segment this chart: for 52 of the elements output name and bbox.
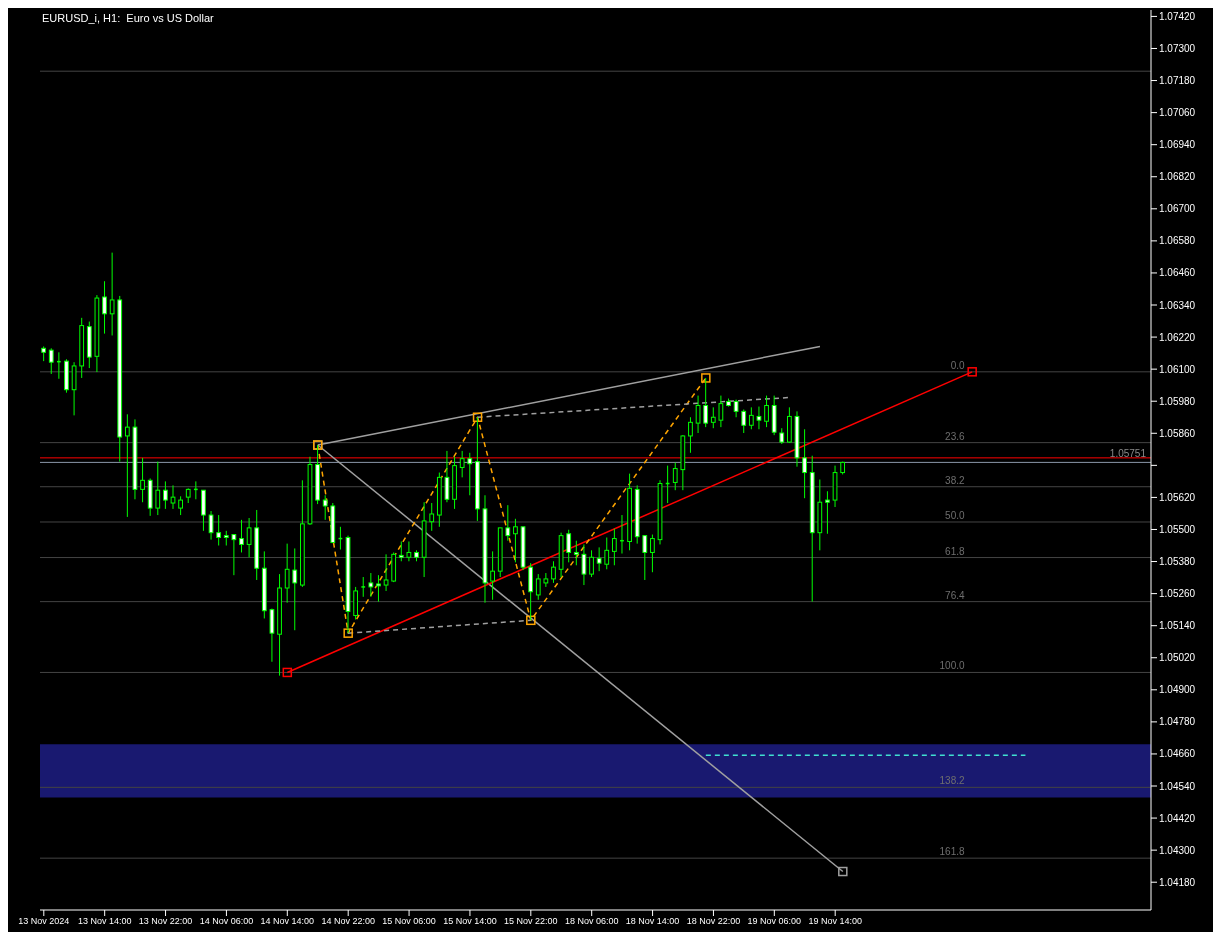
y-tick-label: 1.06820 (1159, 171, 1196, 183)
x-tick-label: 19 Nov 06:00 (747, 916, 802, 927)
x-tick-label: 14 Nov 06:00 (199, 916, 254, 927)
annotation: 138.2 (939, 775, 965, 787)
y-tick-label: 1.06700 (1159, 203, 1196, 215)
y-tick-label: 1.05260 (1159, 588, 1196, 600)
annotation: 0.0 (950, 359, 965, 371)
y-tick-label: 1.05380 (1159, 556, 1196, 568)
y-tick-label: 1.05980 (1159, 395, 1196, 407)
y-tick-label: 1.06100 (1159, 363, 1196, 375)
y-tick-label: 1.06220 (1159, 331, 1196, 343)
x-tick-label: 18 Nov 22:00 (686, 916, 741, 927)
y-tick-label: 1.04900 (1159, 684, 1196, 696)
x-tick-label: 14 Nov 22:00 (321, 916, 375, 927)
y-tick-label: 1.05020 (1159, 652, 1196, 664)
y-tick-label: 1.07300 (1159, 43, 1196, 55)
annotation: 161.8 (939, 846, 965, 858)
x-tick-label: 15 Nov 14:00 (443, 916, 497, 927)
x-tick-label: 19 Nov 14:00 (808, 916, 862, 927)
x-tick-label: 15 Nov 22:00 (504, 916, 558, 927)
x-tick-label: 13 Nov 14:00 (77, 916, 132, 927)
x-tick-label: 14 Nov 14:00 (260, 916, 315, 927)
y-tick-label: 1.06340 (1159, 299, 1196, 311)
annotation: 50.0 (945, 510, 965, 521)
y-tick-label: 1.04300 (1159, 844, 1196, 856)
annotation: 76.4 (945, 589, 965, 601)
x-tick-label: 18 Nov 06:00 (564, 916, 619, 927)
y-tick-label: 1.04660 (1159, 748, 1196, 760)
y-tick-label: 1.04180 (1159, 876, 1196, 888)
y-tick-label: 1.04780 (1159, 716, 1196, 728)
annotation: 100.0 (939, 660, 965, 672)
y-tick-label: 1.05140 (1159, 620, 1196, 632)
y-tick-label: 1.05860 (1159, 427, 1196, 439)
ref-line-label: 1.05751 (1109, 448, 1147, 460)
y-tick-label: 1.04420 (1159, 812, 1196, 824)
y-tick-label: 1.07420 (1159, 10, 1196, 22)
annotation: 23.6 (945, 430, 965, 442)
chart-title: EURUSD_i, H1: Euro vs US Dollar (42, 12, 214, 24)
x-tick-label: 18 Nov 14:00 (625, 916, 680, 927)
y-tick-label: 1.04540 (1159, 780, 1196, 792)
annotation: 61.8 (945, 545, 965, 557)
y-tick-label: 1.06460 (1159, 267, 1196, 279)
y-tick-label: 1.05500 (1159, 524, 1196, 536)
x-tick-label: 13 Nov 2024 (18, 916, 70, 927)
x-tick-label: 13 Nov 22:00 (138, 916, 193, 927)
annotation: 38.2 (945, 474, 965, 486)
y-tick-label: 1.07180 (1159, 75, 1196, 87)
y-tick-label: 1.06580 (1159, 235, 1196, 247)
y-tick-label: 1.06940 (1159, 139, 1196, 151)
x-tick-label: 15 Nov 06:00 (382, 916, 436, 927)
y-tick-label: 1.07060 (1159, 107, 1196, 119)
y-tick-label: 1.05620 (1159, 491, 1196, 503)
